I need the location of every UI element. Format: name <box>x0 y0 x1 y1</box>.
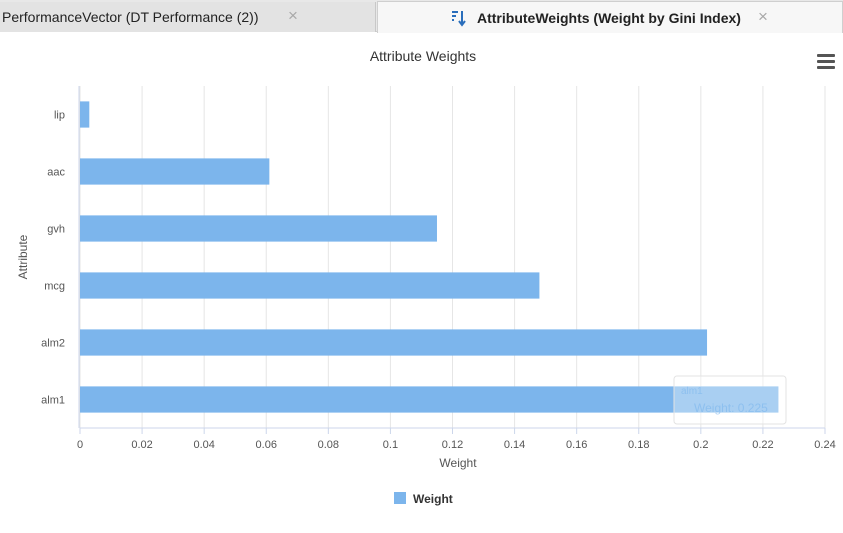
x-tick-label: 0.22 <box>752 439 773 451</box>
tab-label: PerformanceVector (DT Performance (2)) <box>2 9 259 25</box>
tooltip-title: alm1 <box>681 386 703 397</box>
bars <box>80 101 779 413</box>
y-tick-label: alm2 <box>41 338 65 350</box>
bar-chart: Attribute Weights lip aac gvh mcg alm2 alm1 0… <box>16 48 836 506</box>
tab-attribute-weights[interactable]: AttributeWeights (Weight by Gini Index) … <box>377 1 843 33</box>
bar-alm1[interactable] <box>80 386 779 413</box>
tab-bar: PerformanceVector (DT Performance (2)) ×… <box>0 0 843 33</box>
x-tick-label: 0 <box>77 439 83 451</box>
bar-alm2[interactable] <box>80 329 708 356</box>
x-axis-title: Weight <box>439 456 477 470</box>
x-tick-label: 0.14 <box>504 439 525 451</box>
close-icon[interactable]: × <box>288 6 298 25</box>
y-tick-label: alm1 <box>41 395 65 407</box>
y-tick-label: aac <box>47 167 65 179</box>
y-tick-label: mcg <box>44 281 65 293</box>
legend[interactable]: Weight <box>394 492 453 506</box>
x-tick-label: 0.06 <box>256 439 277 451</box>
y-tick-label: lip <box>54 110 65 122</box>
sort-descending-icon <box>452 11 466 27</box>
x-tick-label: 0.02 <box>131 439 152 451</box>
x-tick-label: 0.18 <box>628 439 649 451</box>
tab-label: AttributeWeights (Weight by Gini Index) <box>477 9 741 26</box>
bar-gvh[interactable] <box>80 215 437 242</box>
x-tick-label: 0.1 <box>383 439 398 451</box>
close-icon[interactable]: × <box>758 7 768 26</box>
x-tick-label: 0.24 <box>814 439 835 451</box>
legend-swatch <box>394 492 406 504</box>
legend-label: Weight <box>413 492 453 506</box>
x-tick-label: 0.16 <box>566 439 587 451</box>
x-tick-label: 0.04 <box>193 439 214 451</box>
x-tick-label: 0.2 <box>693 439 708 451</box>
hamburger-menu-icon[interactable] <box>817 54 835 70</box>
y-tick-label: gvh <box>47 224 65 236</box>
x-tick-label: 0.08 <box>318 439 339 451</box>
bar-aac[interactable] <box>80 158 270 185</box>
x-axis-labels: 0 0.02 0.04 0.06 0.08 0.1 0.12 0.14 0.16 0.18 0.2 0… <box>77 428 836 451</box>
chart-title: Attribute Weights <box>370 48 476 64</box>
tooltip-text: Weight: 0.225 <box>694 401 768 415</box>
x-tick-label: 0.12 <box>442 439 463 451</box>
tooltip: alm1 Weight: 0.225 <box>673 375 787 425</box>
y-axis-labels: lip aac gvh mcg alm2 alm1 <box>41 110 65 407</box>
bar-lip[interactable] <box>80 101 90 128</box>
gridlines <box>78 86 826 429</box>
y-axis-title: Attribute <box>16 234 30 279</box>
bar-mcg[interactable] <box>80 272 540 299</box>
tab-performance-vector[interactable]: PerformanceVector (DT Performance (2)) × <box>0 2 376 32</box>
